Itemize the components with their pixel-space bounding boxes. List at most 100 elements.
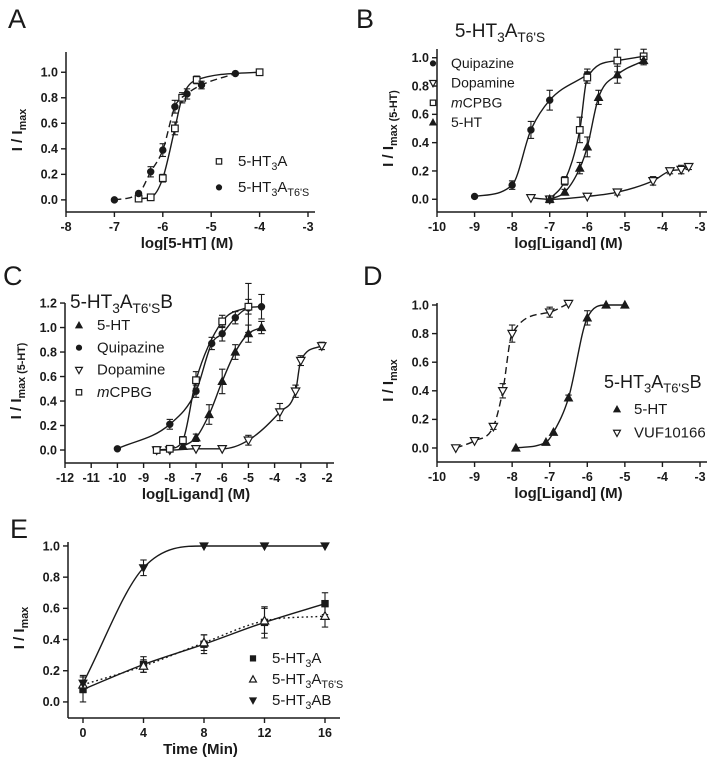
svg-text:5-HT3A: 5-HT3A bbox=[272, 650, 321, 670]
svg-text:I / Imax: I / Imax bbox=[11, 607, 31, 649]
svg-text:-6: -6 bbox=[157, 220, 168, 234]
svg-text:5-HT3AT6'SB: 5-HT3AT6'SB bbox=[604, 372, 702, 396]
svg-text:-12: -12 bbox=[56, 471, 74, 485]
svg-text:log[5-HT] (M): log[5-HT] (M) bbox=[141, 235, 233, 250]
panel-C-axes bbox=[64, 303, 334, 464]
svg-text:5-HT3AT6'SB: 5-HT3AT6'SB bbox=[70, 292, 173, 316]
svg-text:-4: -4 bbox=[657, 220, 668, 234]
panel-B-legend: Quipazine Dopamine mCPBG 5-HT bbox=[428, 55, 515, 130]
svg-text:5-HT: 5-HT bbox=[634, 401, 667, 418]
svg-text:1.0: 1.0 bbox=[41, 66, 58, 80]
svg-text:Time (Min): Time (Min) bbox=[163, 741, 238, 758]
svg-text:0.8: 0.8 bbox=[412, 79, 429, 93]
svg-text:Quipazine: Quipazine bbox=[451, 55, 514, 71]
panel-D-chart: D -10 -9 -8 -7 -6 -5 -4 -3 0.0 0.2 0.4 0.6 0.8 1.0 log[… bbox=[363, 261, 707, 502]
svg-text:-6: -6 bbox=[217, 471, 228, 485]
svg-text:-3: -3 bbox=[295, 471, 306, 485]
panel-C-axis-titles: log[Ligand] (M) I / Imax (5-HT) bbox=[8, 342, 250, 503]
svg-text:1.0: 1.0 bbox=[412, 51, 429, 65]
svg-text:VUF10166: VUF10166 bbox=[634, 425, 706, 442]
panel-D-letter: D bbox=[363, 261, 383, 291]
panel-D-ticks: -10 -9 -8 -7 -6 -5 -4 -3 0.0 0.2 0.4 0.6 0.8 1.0 bbox=[412, 298, 706, 484]
svg-text:0.6: 0.6 bbox=[40, 370, 57, 384]
svg-text:-5: -5 bbox=[206, 220, 217, 234]
svg-text:-4: -4 bbox=[269, 471, 280, 485]
svg-text:-7: -7 bbox=[544, 470, 555, 484]
svg-text:mCPBG: mCPBG bbox=[451, 94, 502, 110]
svg-text:0.4: 0.4 bbox=[41, 142, 58, 156]
svg-text:Quipazine: Quipazine bbox=[97, 339, 165, 356]
svg-text:5-HT: 5-HT bbox=[451, 114, 483, 130]
svg-text:5-HT3AT6'S: 5-HT3AT6'S bbox=[272, 671, 343, 691]
svg-text:-8: -8 bbox=[60, 220, 71, 234]
panel-D-series-vuf10166 bbox=[450, 299, 574, 454]
svg-text:-4: -4 bbox=[657, 470, 668, 484]
svg-text:0.6: 0.6 bbox=[412, 355, 429, 369]
panel-D-axis-titles: log[Ligand] (M) I / Imax bbox=[380, 359, 623, 502]
svg-text:-8: -8 bbox=[507, 470, 518, 484]
svg-text:-10: -10 bbox=[428, 470, 446, 484]
svg-text:-6: -6 bbox=[582, 470, 593, 484]
panel-A-axis-titles: log[5-HT] (M) I / Imax bbox=[9, 109, 233, 250]
svg-text:-3: -3 bbox=[302, 220, 313, 234]
svg-text:-5: -5 bbox=[619, 220, 630, 234]
svg-text:-9: -9 bbox=[469, 220, 480, 234]
svg-text:Dopamine: Dopamine bbox=[451, 75, 515, 91]
svg-text:1.0: 1.0 bbox=[40, 321, 57, 335]
panel-C-series-mcpbg bbox=[152, 298, 253, 454]
svg-text:B: B bbox=[356, 4, 374, 34]
panel-B-chart: B -10 -9 -8 -7 -6 -5 -4 -3 0.0 0.2 0.4 0.6 0.8 1.0 log[… bbox=[356, 4, 707, 250]
svg-text:0.2: 0.2 bbox=[40, 419, 57, 433]
panel-A-letter: A bbox=[8, 4, 26, 34]
svg-text:-7: -7 bbox=[109, 220, 120, 234]
svg-text:0.2: 0.2 bbox=[412, 164, 429, 178]
panel-A-ticks: -8 -7 -6 -5 -4 -3 0.0 0.2 0.4 0.6 0.8 1.0 bbox=[41, 66, 314, 234]
svg-text:I / Imax: I / Imax bbox=[9, 109, 29, 151]
panel-C-letter: C bbox=[3, 261, 23, 291]
svg-text:0: 0 bbox=[80, 726, 87, 740]
panel-C-series-5ht bbox=[178, 320, 267, 450]
panel-B-axis-titles: log[Ligand] (M) I / Imax (5-HT) bbox=[380, 90, 623, 250]
svg-text:5-HT3AT6'S: 5-HT3AT6'S bbox=[238, 179, 309, 199]
svg-text:5-HT: 5-HT bbox=[97, 317, 130, 334]
svg-text:D: D bbox=[363, 261, 383, 291]
svg-text:1.2: 1.2 bbox=[40, 296, 57, 310]
svg-text:0.0: 0.0 bbox=[40, 443, 57, 457]
svg-text:Dopamine: Dopamine bbox=[97, 362, 165, 379]
svg-text:0.0: 0.0 bbox=[41, 193, 58, 207]
panel-B-series-quipazine bbox=[470, 68, 591, 201]
svg-text:8: 8 bbox=[201, 726, 208, 740]
panel-E-chart: E 0 4 8 12 16 0.0 0.2 0.4 0.6 0.8 1.0 Time (Min) I / … bbox=[10, 514, 343, 758]
svg-text:I / Imax (5-HT): I / Imax (5-HT) bbox=[8, 342, 28, 419]
svg-text:-5: -5 bbox=[243, 471, 254, 485]
svg-text:0.2: 0.2 bbox=[41, 168, 58, 182]
svg-text:-10: -10 bbox=[428, 220, 446, 234]
svg-text:I / Imax: I / Imax bbox=[380, 359, 400, 401]
svg-text:-3: -3 bbox=[694, 220, 705, 234]
svg-text:-6: -6 bbox=[582, 220, 593, 234]
svg-text:-4: -4 bbox=[254, 220, 265, 234]
panel-B-letter: B bbox=[356, 4, 374, 34]
panel-B-ticks: -10 -9 -8 -7 -6 -5 -4 -3 0.0 0.2 0.4 0.6 0.8 1.0 bbox=[412, 51, 706, 234]
svg-text:E: E bbox=[10, 514, 28, 544]
svg-text:0.0: 0.0 bbox=[412, 193, 429, 207]
svg-text:-9: -9 bbox=[138, 471, 149, 485]
svg-text:0.8: 0.8 bbox=[43, 570, 60, 584]
panel-C-ticks: -12 -11 -10 -9 -8 -7 -6 -5 -4 -3 -2 0.0 0.2 0.4 0.6 0.8… bbox=[40, 296, 333, 485]
svg-text:-7: -7 bbox=[544, 220, 555, 234]
svg-text:log[Ligand] (M): log[Ligand] (M) bbox=[514, 485, 622, 502]
svg-text:0.6: 0.6 bbox=[43, 602, 60, 616]
panel-B-axes bbox=[436, 49, 707, 213]
svg-text:-9: -9 bbox=[469, 470, 480, 484]
svg-text:0.8: 0.8 bbox=[412, 327, 429, 341]
svg-text:12: 12 bbox=[258, 726, 272, 740]
svg-text:0.4: 0.4 bbox=[43, 633, 60, 647]
svg-text:16: 16 bbox=[318, 726, 332, 740]
svg-text:1.0: 1.0 bbox=[43, 539, 60, 553]
panel-E-letter: E bbox=[10, 514, 28, 544]
svg-text:mCPBG: mCPBG bbox=[97, 384, 152, 401]
svg-text:5-HT3A: 5-HT3A bbox=[238, 153, 287, 173]
panel-A-series-5ht3at6s bbox=[110, 69, 240, 204]
panel-A-axes bbox=[65, 52, 315, 213]
